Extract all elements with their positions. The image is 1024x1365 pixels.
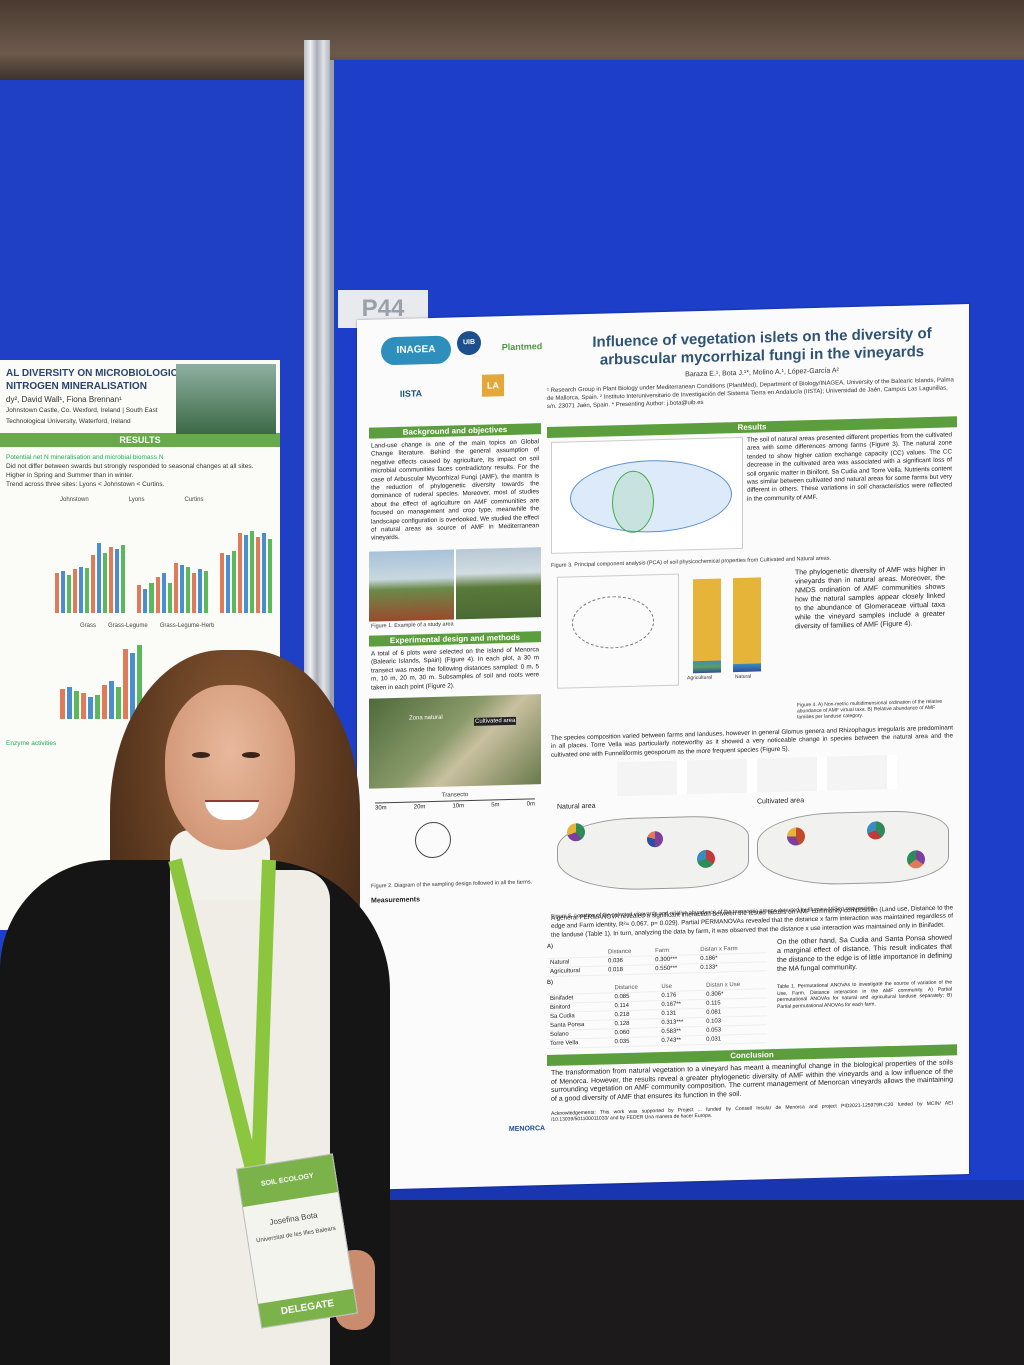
bar-natural [733,577,761,673]
distance-label: 20m [413,804,426,811]
results-text-1: The soil of natural areas presented diff… [747,431,952,503]
left-poster-authors: dy², David Wall¹, Fiona Brennan¹ [6,395,122,404]
distance-label: 30m [375,805,387,812]
person-smile [205,800,259,820]
tables-row: A) Distance Farm Distan x Farm Natural 0… [547,930,957,1050]
aerial-label-cultivated: Cultivated area [474,716,517,726]
left-poster-site-label: Curtins [184,497,204,503]
bar-agricultural-minor [693,660,721,674]
left-poster-subhead: Potential net N mineralisation and micro… [6,454,164,461]
person-right-eye [242,752,260,758]
table-side-notes: On the other hand, Sa Cudia and Santa Po… [777,934,952,1044]
species-legend [617,755,897,797]
distance-label: 5m [491,802,500,809]
left-poster-header-image [176,364,276,434]
left-poster-site-label: Lyons [128,497,145,503]
table-cell: 0.035 [611,1036,659,1048]
left-poster-results-header: RESULTS [0,433,280,447]
vineyard-photo-2 [456,547,541,620]
table-cell: 0.031 [703,1033,767,1045]
results-row-1: The soil of natural areas presented diff… [547,427,957,563]
bar-label: Natural [735,673,752,681]
map-cultivated-label: Cultivated area [757,797,805,806]
map-cultivated [757,809,949,887]
figure1-photos [369,547,541,622]
left-poster-section-b: Enzyme activities [6,740,57,747]
distance-label: 0m [526,801,535,808]
iista-logo: IISTA [399,388,423,399]
vineyard-photo-1 [369,549,454,622]
left-poster-bullet: Did not differ between swards but strong… [6,463,254,470]
poster-affiliations: ¹ Research Group in Plant Biology under … [547,377,954,411]
bar-agricultural [693,578,721,674]
left-poster-legend-item: Grass-Legume [108,623,148,629]
bar-label: Agricultural [687,674,713,682]
left-poster-bar-chart [0,503,280,613]
results-text-2: The phylogenetic diversity of AMF was hi… [795,565,945,631]
background-text: Land-use change is one of the main topic… [371,438,539,543]
measurements-head: Measurements [371,896,421,905]
nmds-plot [557,573,679,689]
menorca-logo: MENORCA [508,1125,546,1134]
bar-natural-minor [733,663,761,673]
maps-figure: Natural area Cultivated area [547,754,957,915]
design-text: A total of 6 plots were selected on the … [371,646,539,692]
sampling-circle-diagram [415,821,451,859]
table-b: Distance Use Distan x Use Binifadet 0.085… [547,980,767,1049]
poster-title: Influence of vegetation islets on the di… [567,324,957,370]
map-natural [557,814,749,892]
plantmed-logo: Plantmed [501,341,543,353]
nmds-ellipse [572,595,654,650]
left-poster-title-1: AL DIVERSITY ON MICROBIOLOGICAL [6,368,192,379]
uib-logo: UIB [457,330,481,356]
table-cell: 0.743** [658,1035,704,1046]
left-poster-legend-item: Grass [80,623,97,629]
map-natural-label: Natural area [557,802,596,811]
aerial-photo: Zona natural Cultivated area [369,694,541,789]
left-poster-bar-chart-b [0,629,280,719]
permanova-area: A general PERMANOVA revealed a significa… [547,904,957,1124]
results-row-2: Agricultural Natural The phylogenetic di… [547,558,957,709]
left-poster-affiliations: Johnstown Castle, Co. Wexford, Ireland |… [6,407,158,425]
left-poster-title-2: NITROGEN MINERALISATION [6,381,147,392]
person-face [165,685,295,850]
table-caption: Table 1. Permutational ANOVAs to investi… [777,979,952,1010]
aerial-label-zone: Zona natural [409,714,443,722]
inagea-logo: INAGEA [381,335,451,366]
left-poster-site-label: Johnstown [60,497,89,503]
left-column: Background and objectives Land-use chang… [369,423,541,910]
side-text: On the other hand, Sa Cudia and Santa Po… [777,934,952,974]
distance-label: 10m [452,803,465,810]
tables-wrapper: A) Distance Farm Distan x Farm Natural 0… [547,938,767,1049]
left-poster-bullet: Higher in Spring and Summer than in wint… [6,472,134,479]
lab-logo: LA [482,374,504,397]
person-left-eye [192,752,210,758]
figure2-caption: Figure 2. Diagram of the sampling design… [371,879,533,890]
table-cell: 0.550*** [652,963,698,974]
family-bar-chart: Agricultural Natural [687,571,787,684]
table-cell: Torre Vella [547,1038,612,1049]
left-poster-legend-item: Grass-Legume-Herb [159,623,215,629]
right-column: Results The soil of natural areas presen… [547,416,957,920]
left-poster-bullet: Trend across three sites: Lyons < Johnst… [6,481,165,488]
pca-plot [551,436,743,554]
main-poster: INAGEA UIB Plantmed IISTA LA Influence o… [357,303,969,1190]
